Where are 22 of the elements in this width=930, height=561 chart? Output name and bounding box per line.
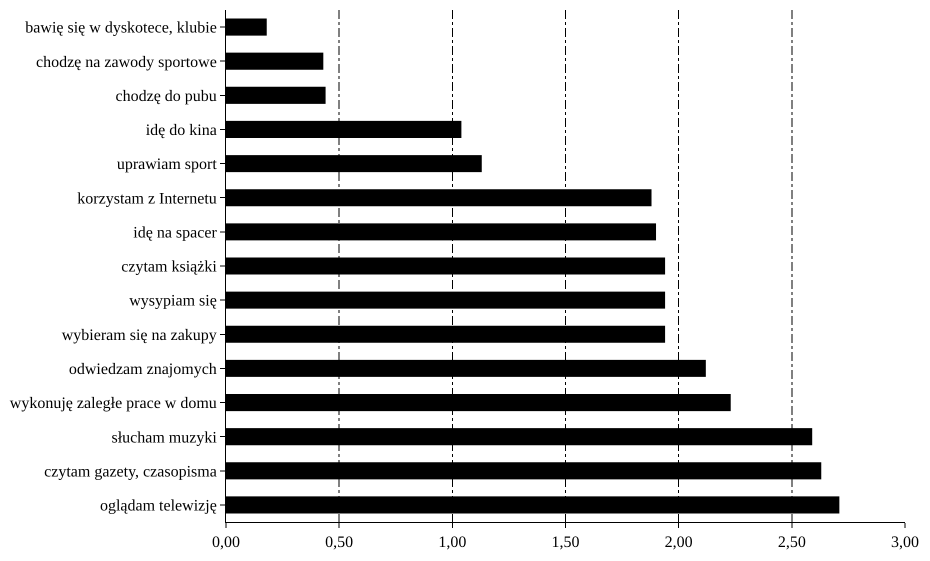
x-tick-label: 1,00	[438, 534, 466, 552]
y-tick-label: chodzę do pubu	[115, 88, 217, 105]
y-tick-label: bawię się w dyskotece, klubie	[25, 20, 217, 37]
y-tick-label: odwiedzam znajomych	[68, 361, 217, 378]
y-tick-label: wysypiam się	[129, 292, 217, 310]
y-tick-label: czytam książki	[121, 258, 218, 276]
y-tick-label: idę do kina	[146, 122, 217, 140]
y-tick-label: idę na spacer	[133, 224, 218, 242]
x-tick-label: 3,00	[891, 534, 919, 552]
y-tick-label: chodzę na zawody sportowe	[36, 54, 217, 71]
y-tick-label: korzystam z Internetu	[77, 190, 217, 208]
x-tick-label: 1,50	[552, 534, 580, 552]
x-tick-label: 0,50	[325, 534, 354, 552]
y-tick-label: wykonuję zaległe prace w domu	[10, 395, 217, 412]
y-tick-label: słucham muzyki	[111, 429, 218, 446]
y-tick-label: uprawiam sport	[116, 156, 218, 174]
x-tick-label: 2,00	[664, 534, 693, 552]
x-tick-label: 0,00	[212, 534, 240, 552]
y-tick-label: wybieram się na zakupy	[62, 326, 217, 344]
y-tick-label: oglądam telewizję	[100, 498, 217, 515]
y-tick-label: czytam gazety, czasopisma	[44, 463, 217, 480]
x-tick-label: 2,50	[778, 534, 806, 552]
